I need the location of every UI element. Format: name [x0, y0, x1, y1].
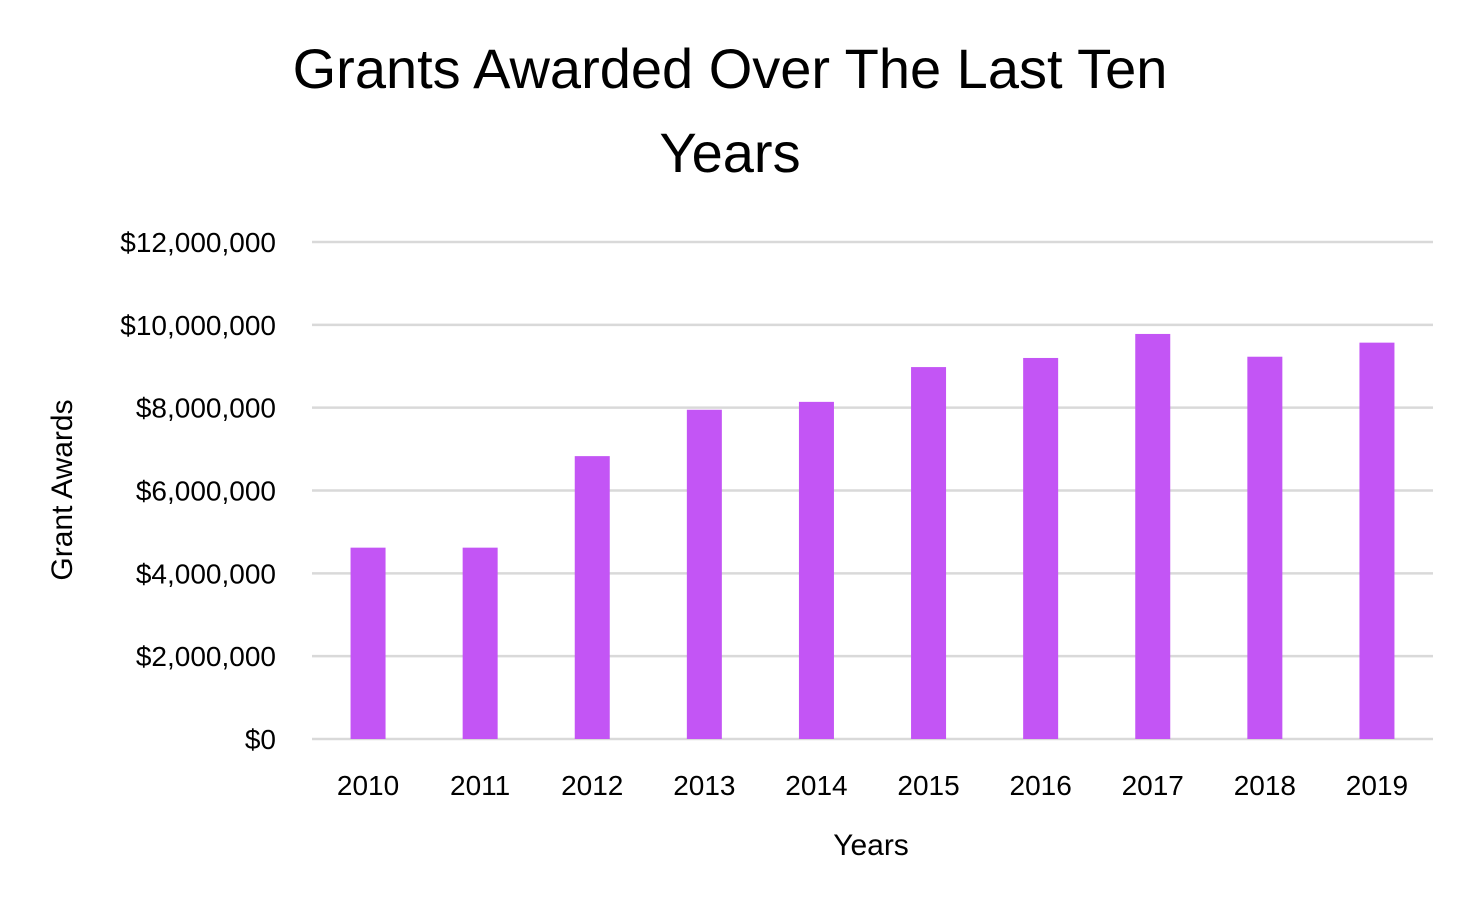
x-tick-label: 2016: [1010, 770, 1072, 801]
bar-2016: [1023, 357, 1059, 739]
x-tick-label: 2018: [1234, 770, 1296, 801]
bars: [350, 333, 1395, 739]
chart-title-line-1: Grants Awarded Over The Last Ten: [293, 37, 1168, 100]
y-tick-label: $12,000,000: [120, 227, 276, 258]
x-tick-label: 2012: [561, 770, 623, 801]
y-tick-label: $4,000,000: [136, 558, 276, 589]
y-axis-title: Grant Awards: [46, 399, 79, 580]
bar-2013: [686, 409, 722, 739]
y-tick-label: $6,000,000: [136, 476, 276, 507]
x-tick-label: 2015: [897, 770, 959, 801]
bar-2017: [1135, 333, 1171, 739]
bar-2010: [350, 547, 386, 739]
chart-title-line-2: Years: [659, 121, 800, 184]
bar-2019: [1359, 342, 1395, 739]
y-tick-label: $8,000,000: [136, 393, 276, 424]
gridlines: [312, 240, 1433, 741]
bar-2014: [798, 401, 834, 739]
bar-2011: [462, 547, 498, 739]
y-tick-label: $10,000,000: [120, 310, 276, 341]
y-axis-ticks: $0 $2,000,000 $4,000,000 $6,000,000 $8,000,0…: [120, 227, 276, 755]
bar-2018: [1247, 356, 1283, 739]
x-tick-label: 2010: [337, 770, 399, 801]
x-axis-title: Years: [833, 829, 909, 862]
x-tick-label: 2017: [1122, 770, 1184, 801]
x-tick-label: 2014: [785, 770, 847, 801]
x-tick-label: 2013: [673, 770, 735, 801]
x-tick-label: 2019: [1346, 770, 1408, 801]
bar-2012: [574, 456, 610, 739]
x-axis-ticks: 2010 2011 2012 2013 2014 2015 2016 2017 2018 2019: [337, 770, 1408, 801]
y-tick-label: $2,000,000: [136, 641, 276, 672]
y-tick-label: $0: [245, 724, 276, 755]
bar-2015: [911, 367, 947, 739]
x-tick-label: 2011: [450, 770, 510, 801]
